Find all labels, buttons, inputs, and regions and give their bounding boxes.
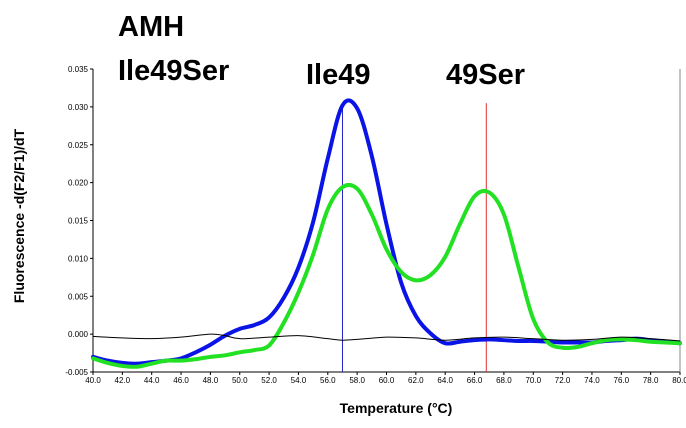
x-tick-label: 66.0 bbox=[467, 376, 483, 385]
title-line-2: Ile49Ser bbox=[118, 55, 229, 87]
x-tick-label: 68.0 bbox=[496, 376, 512, 385]
green-series-line bbox=[91, 182, 682, 369]
x-tick-label: 72.0 bbox=[555, 376, 571, 385]
x-tick-label: 60.0 bbox=[379, 376, 395, 385]
x-tick-label: 62.0 bbox=[408, 376, 424, 385]
x-tick-label: 52.0 bbox=[261, 376, 277, 385]
title-line-1: AMH bbox=[118, 11, 184, 43]
y-axis-label: Fluorescence -d(F2/F1)/dT bbox=[11, 128, 27, 303]
x-tick-label: 42.0 bbox=[115, 376, 131, 385]
x-tick-label: 56.0 bbox=[320, 376, 336, 385]
x-tick-label: 54.0 bbox=[291, 376, 307, 385]
x-tick-label: 46.0 bbox=[173, 376, 189, 385]
x-tick-label: 80.0 bbox=[672, 376, 686, 385]
y-tick-label: 0.035 bbox=[68, 65, 89, 74]
y-tick-label: 0.015 bbox=[68, 217, 89, 226]
x-tick-label: 48.0 bbox=[203, 376, 219, 385]
blue-series-line bbox=[91, 98, 682, 366]
x-tick-label: 58.0 bbox=[349, 376, 365, 385]
y-tick-label: 0.010 bbox=[68, 254, 89, 263]
peak-label-right: 49Ser bbox=[446, 59, 525, 91]
x-tick-label: 64.0 bbox=[437, 376, 453, 385]
x-tick-label: 40.0 bbox=[85, 376, 101, 385]
x-tick-label: 44.0 bbox=[144, 376, 160, 385]
x-tick-label: 78.0 bbox=[643, 376, 659, 385]
x-tick-label: 76.0 bbox=[614, 376, 630, 385]
y-tick-label: 0.030 bbox=[68, 103, 89, 112]
vertical-markers bbox=[341, 103, 487, 372]
y-tick-label: 0.025 bbox=[68, 141, 89, 150]
y-tick-label: 0.020 bbox=[68, 179, 89, 188]
y-tick-label: 0.000 bbox=[68, 330, 89, 339]
axis-ticks: 40.0 42.0 44.0 46.0 48.0 50.0 52.0 54.0 56.0 58.0… bbox=[65, 65, 686, 385]
y-tick-label: 0.005 bbox=[68, 292, 89, 301]
data-series bbox=[91, 98, 682, 369]
x-tick-label: 70.0 bbox=[525, 376, 541, 385]
black-baseline-series-line bbox=[92, 333, 681, 342]
y-tick-label: -0.005 bbox=[65, 368, 88, 377]
peak-label-left: Ile49 bbox=[306, 59, 371, 91]
x-tick-label: 74.0 bbox=[584, 376, 600, 385]
x-tick-label: 50.0 bbox=[232, 376, 248, 385]
x-axis-label: Temperature (°C) bbox=[340, 400, 453, 416]
